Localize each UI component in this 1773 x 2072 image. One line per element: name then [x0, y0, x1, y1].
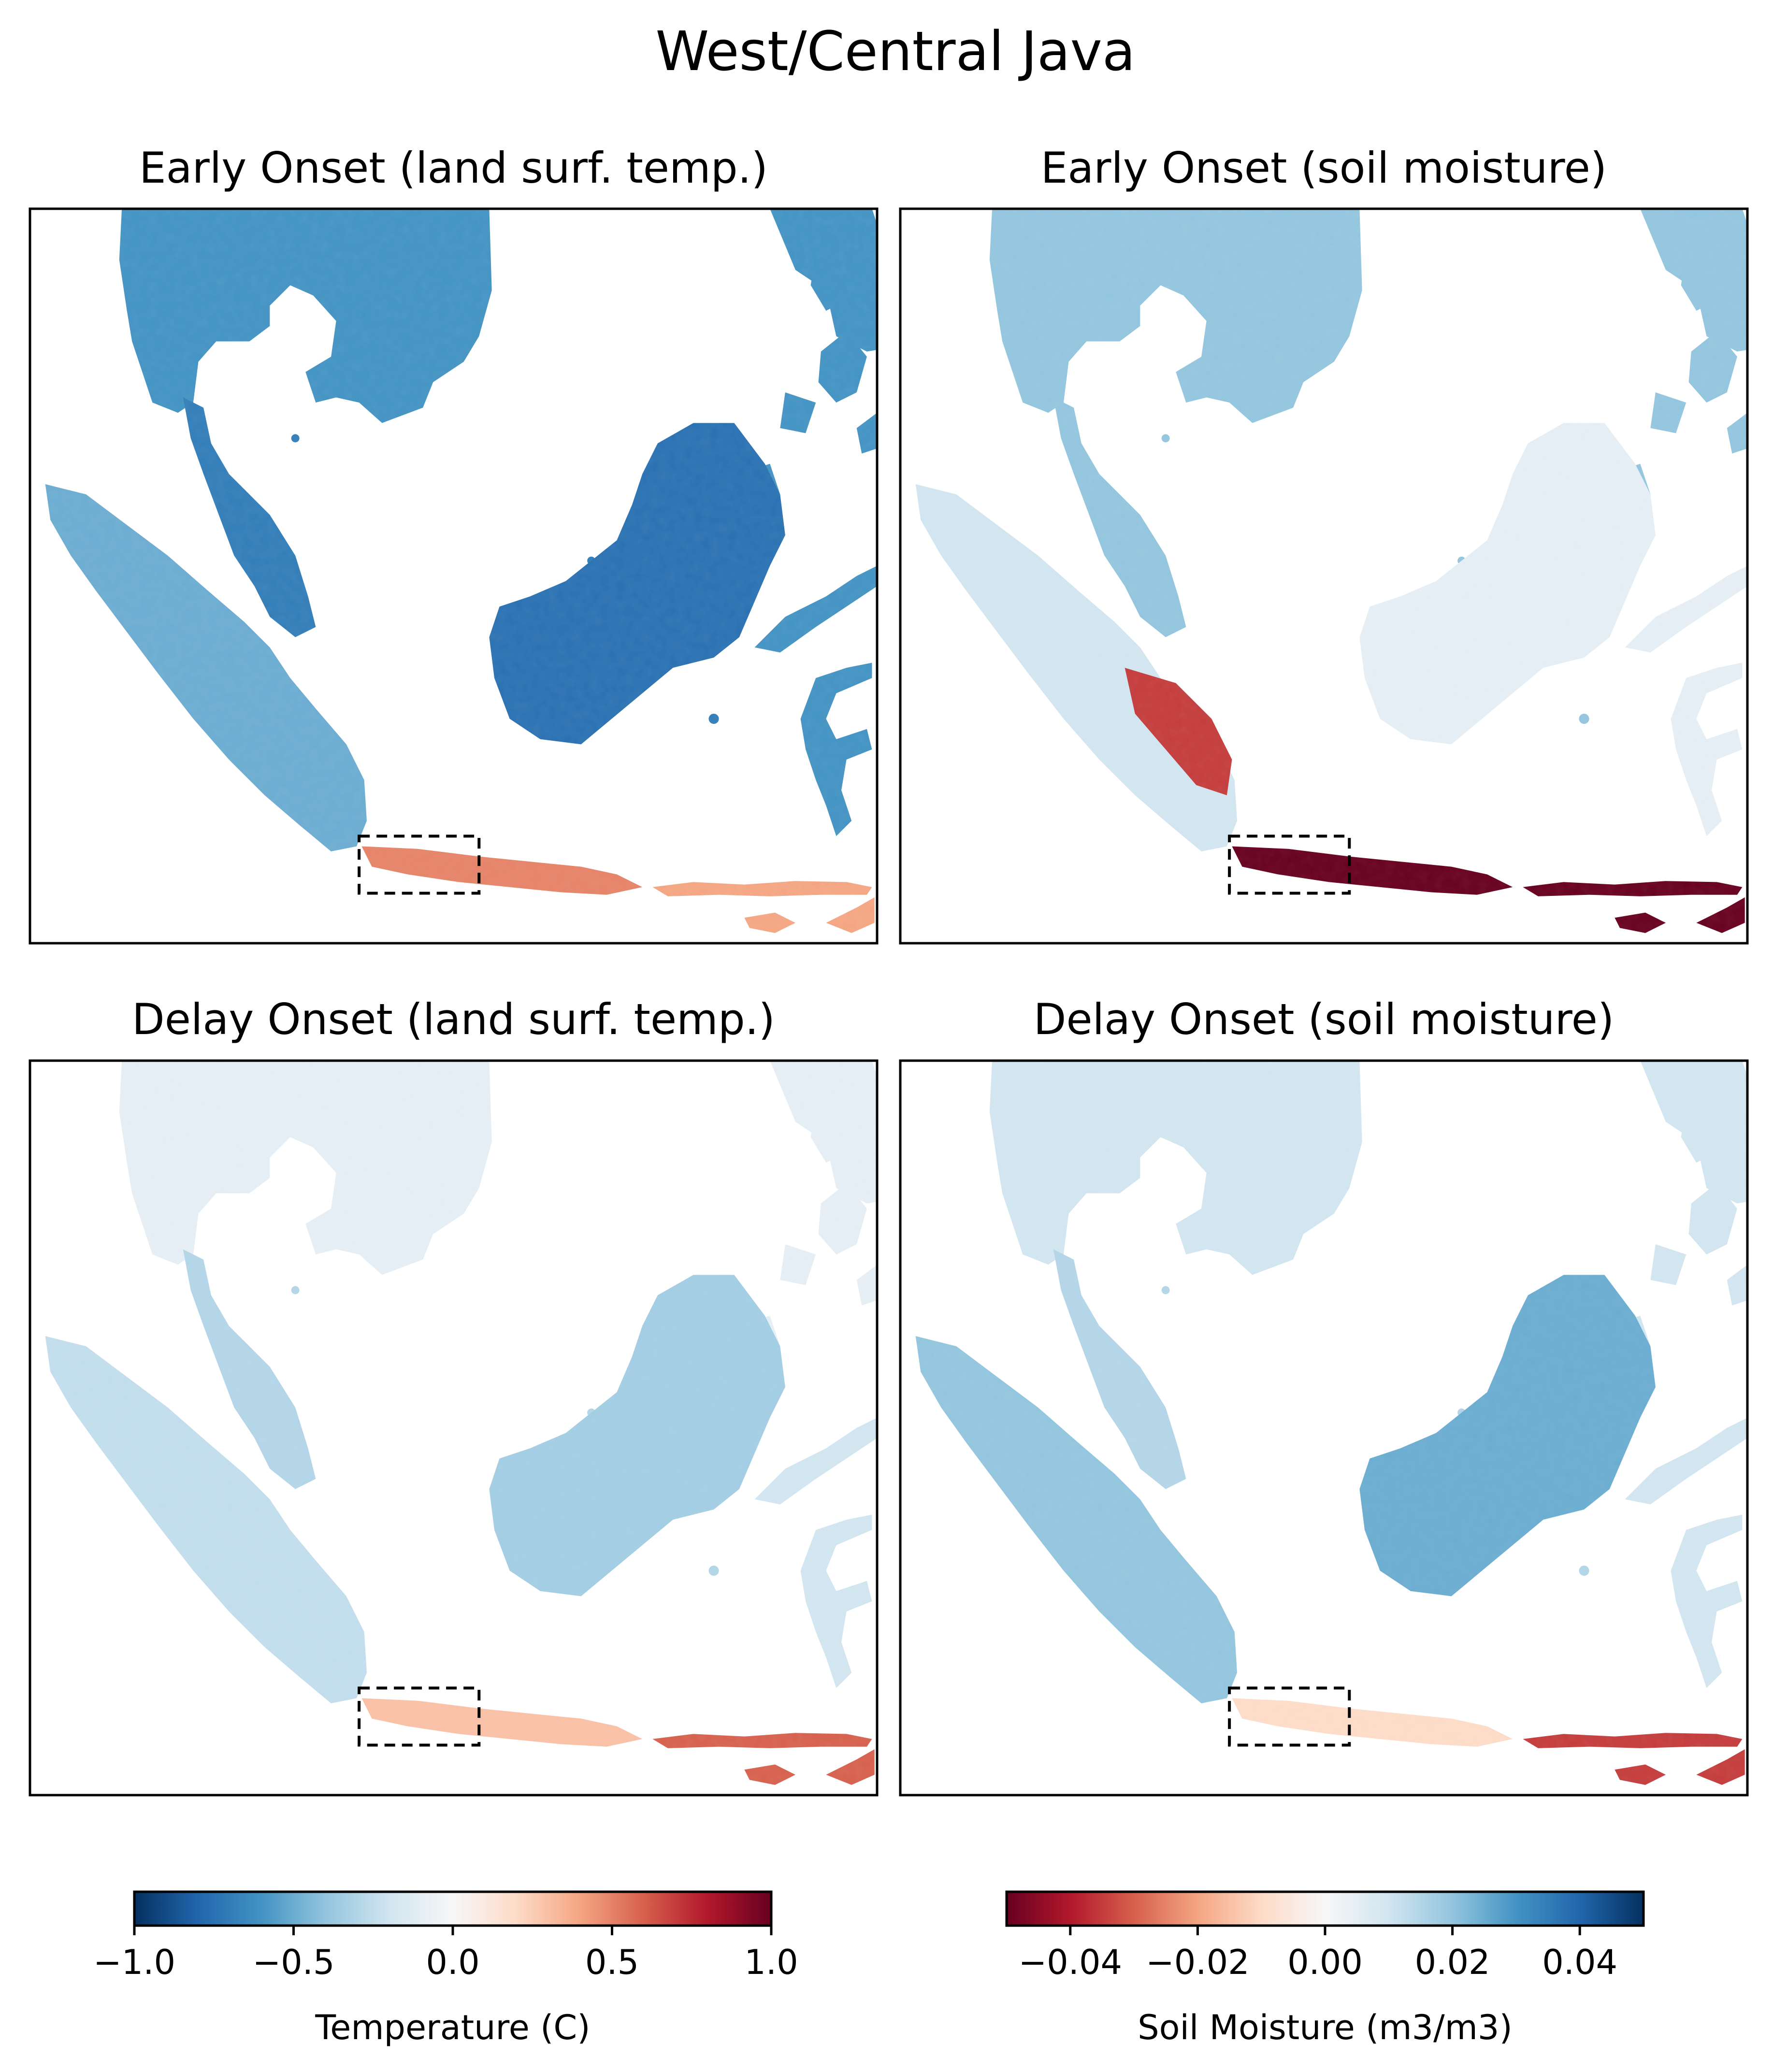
map-area [900, 209, 1747, 943]
temperature-tick-label: 1.0 [744, 1942, 798, 1982]
soil-tick-label: 0.04 [1542, 1942, 1617, 1982]
panel-title: Early Onset (soil moisture) [1041, 143, 1607, 193]
panel-title: Delay Onset (soil moisture) [1034, 994, 1614, 1044]
panel-title: Early Onset (land surf. temp.) [139, 143, 768, 193]
panel-frame [899, 207, 1749, 945]
region-box-west-central-java [358, 1686, 481, 1747]
region-box-west-central-java [358, 835, 481, 895]
panel-frame [29, 207, 879, 945]
soil-tick-label: −0.02 [1146, 1942, 1250, 1982]
region-box-west-central-java [1228, 835, 1351, 895]
texture-overlay [30, 1061, 877, 1795]
colorbar-temperature-gradient [133, 1890, 773, 1927]
map-panel-3: Delay Onset (land surf. temp.) [29, 994, 879, 1797]
soil-tick-label: 0.00 [1287, 1942, 1363, 1982]
map-panel-4: Delay Onset (soil moisture) [899, 994, 1749, 1797]
region-box-west-central-java [1228, 1686, 1351, 1747]
temperature-tick-label: 0.5 [585, 1942, 639, 1982]
map-area [30, 209, 877, 943]
texture-overlay [30, 209, 877, 943]
map-panel-1: Early Onset (land surf. temp.) [29, 143, 879, 945]
panel-frame [899, 1059, 1749, 1797]
panel-title: Delay Onset (land surf. temp.) [132, 994, 775, 1044]
map-area [900, 1061, 1747, 1795]
temperature-tick-label: 0.0 [426, 1942, 479, 1982]
figure-title: West/Central Java [655, 20, 1135, 83]
colorbar-temperature: −1.0 −0.5 0.0 0.5 1.0 Temperature (C) [93, 1890, 798, 2047]
colorbar-soil-label: Soil Moisture (m3/m3) [1138, 2008, 1513, 2047]
texture-overlay [900, 209, 1747, 943]
colorbar-soil-gradient [1005, 1890, 1645, 1927]
temperature-tick-label: −0.5 [253, 1942, 335, 1982]
colorbar-temperature-label: Temperature (C) [315, 2008, 590, 2047]
soil-tick-label: −0.04 [1019, 1942, 1123, 1982]
panel-frame [29, 1059, 879, 1797]
texture-overlay [900, 1061, 1747, 1795]
map-panel-2: Early Onset (soil moisture) [899, 143, 1749, 945]
panels: Early Onset (land surf. temp.) Early Onse… [29, 143, 1749, 1797]
temperature-tick-label: −1.0 [93, 1942, 175, 1982]
soil-tick-label: 0.02 [1415, 1942, 1490, 1982]
colorbar-soil-moisture: −0.04 −0.02 0.00 0.02 0.04 Soil Moisture (m3… [1005, 1890, 1645, 2047]
map-area [30, 1061, 877, 1795]
